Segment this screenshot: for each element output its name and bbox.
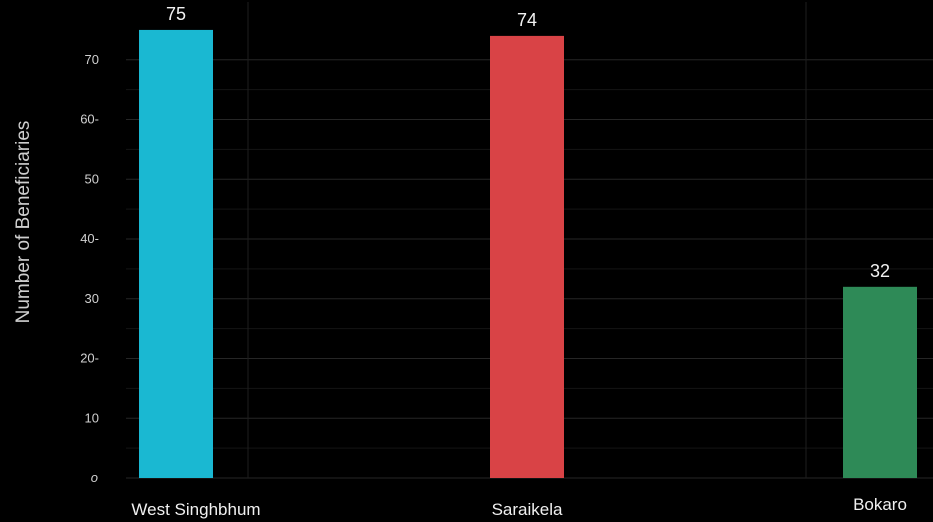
bar-0 xyxy=(139,29,213,479)
value-labels: 75 74 32 xyxy=(166,4,890,281)
bars xyxy=(139,29,917,479)
y-tick-label: 10 xyxy=(85,410,99,425)
bar-2 xyxy=(843,286,917,478)
y-axis-label: Number of Beneficiaries xyxy=(13,121,34,324)
bar-value-label: 75 xyxy=(166,4,186,24)
category-label: Saraikela xyxy=(492,500,563,519)
category-labels: West Singhbhum Saraikela Bokaro xyxy=(131,495,907,519)
y-tick-label: 70 xyxy=(85,52,99,67)
y-tick-label: 20- xyxy=(80,351,99,366)
y-tick-label: 30 xyxy=(85,291,99,306)
y-tick-label: 50 xyxy=(85,171,99,186)
bar-value-label: 32 xyxy=(870,261,890,281)
category-label: Bokaro xyxy=(853,495,907,514)
bar-1 xyxy=(490,35,564,479)
y-tick-label: 40- xyxy=(80,231,99,246)
y-axis-ticks: o 10 20- 30 40- 50 60- 70 xyxy=(80,52,99,485)
y-tick-label: o xyxy=(91,470,98,485)
bar-value-label: 74 xyxy=(517,10,537,30)
category-label: West Singhbhum xyxy=(131,500,260,519)
y-tick-label: 60- xyxy=(80,112,99,127)
